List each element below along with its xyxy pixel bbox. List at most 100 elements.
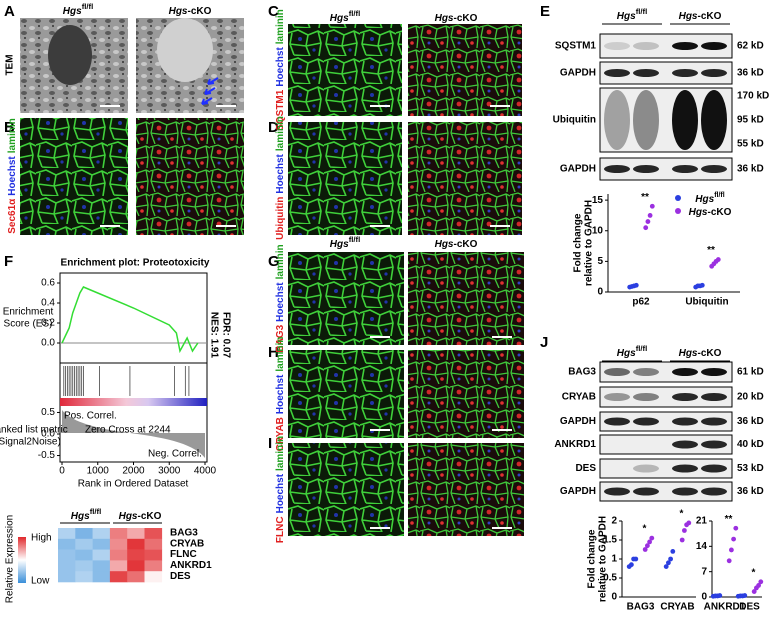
- band: [633, 90, 659, 150]
- micrograph: [288, 122, 402, 235]
- heat-cell: [58, 549, 76, 561]
- band: [604, 393, 630, 401]
- heat-cell: [127, 528, 145, 540]
- heat-cell: [144, 549, 163, 561]
- scale-high: High: [31, 533, 52, 544]
- micrograph: [288, 252, 404, 345]
- data-point: [666, 560, 671, 566]
- blot-label: CRYAB: [562, 392, 596, 403]
- data-point: [729, 547, 734, 553]
- neg-label: Neg. Correl.: [148, 449, 202, 460]
- gene-label: CRYAB: [170, 538, 204, 549]
- y-axis-label: Score (ES): [4, 319, 53, 330]
- x-tick-label: 4000: [194, 466, 217, 477]
- stain-name: Hoechst: [275, 473, 286, 513]
- x-tick-label: CRYAB: [660, 602, 694, 613]
- suffix: -cKO: [698, 348, 722, 359]
- band: [633, 69, 659, 77]
- band: [701, 393, 727, 401]
- blot-label: BAG3: [568, 367, 596, 378]
- blot-frame: [599, 411, 733, 432]
- blot-frame: [599, 458, 733, 479]
- stain-name: BAG3: [275, 324, 286, 352]
- arrow: [207, 77, 219, 85]
- mw-label: 95 kD: [737, 115, 764, 126]
- heat-cell: [58, 571, 76, 583]
- heat-cell: [75, 538, 93, 550]
- blot-frame: [599, 61, 733, 85]
- x-tick-label: DES: [739, 602, 760, 613]
- stain-name: Hoechst: [275, 282, 286, 322]
- heat-cell: [127, 560, 145, 572]
- y-tick-label: 0.5: [41, 407, 55, 418]
- genotype-label: Hgsfl/fl: [695, 192, 724, 205]
- micrograph: [288, 350, 404, 438]
- blot-label: DES: [575, 463, 596, 474]
- suffix: -cKO: [454, 13, 478, 24]
- gene-name: Hgs: [689, 207, 708, 218]
- band: [633, 487, 659, 496]
- panel-letter: D: [268, 119, 279, 136]
- heat-cell: [92, 560, 111, 572]
- gene-name: Hgs: [617, 11, 636, 22]
- blot-label: GAPDH: [560, 68, 596, 79]
- heat-cell: [58, 528, 76, 540]
- genotype-label: Hgs-cKO: [119, 511, 162, 522]
- heat-cell: [127, 571, 145, 583]
- gene-name: Hgs: [695, 194, 714, 205]
- mw-label: 61 kD: [737, 367, 764, 378]
- data-point: [645, 219, 651, 224]
- significance: *: [680, 509, 684, 520]
- data-point: [682, 528, 687, 533]
- heat-cell: [127, 538, 145, 550]
- mw-label: 20 kD: [737, 392, 764, 403]
- y-tick-label: 0.0: [41, 338, 55, 349]
- genotype-label: Hgsfl/fl: [71, 507, 101, 522]
- heat-cell: [75, 560, 93, 572]
- gene-name: Hgs: [435, 13, 454, 24]
- genotype-label: Hgs-cKO: [435, 13, 478, 24]
- metric-area: [62, 410, 205, 458]
- arrow: [201, 97, 213, 105]
- stain-label: BAG3 Hoechst laminin: [275, 244, 286, 352]
- x-tick-label: p62: [632, 297, 650, 308]
- heat-cell: [58, 560, 76, 572]
- stain-name: laminin: [275, 244, 286, 279]
- suffix: -cKO: [698, 11, 722, 22]
- superscript: fl/fl: [714, 192, 725, 199]
- genotype-label: Hgsfl/fl: [330, 235, 360, 250]
- data-point: [633, 556, 639, 562]
- x-tick-label: 3000: [158, 466, 181, 477]
- mw-label: 36 kD: [737, 68, 764, 79]
- blot-frame: [599, 361, 733, 383]
- band: [604, 90, 630, 150]
- micrograph: [408, 350, 524, 438]
- data-point: [717, 593, 723, 598]
- blot-frame: [599, 386, 733, 408]
- significance: **: [641, 192, 649, 203]
- significance: **: [707, 245, 715, 256]
- band: [672, 69, 698, 77]
- blot-frame: [599, 434, 733, 455]
- suffix: -cKO: [188, 6, 212, 17]
- band: [604, 487, 630, 496]
- stain-name: Hoechst: [275, 47, 286, 87]
- data-point: [742, 593, 748, 598]
- heat-cell: [109, 528, 128, 540]
- band: [701, 90, 727, 150]
- heat-cell: [75, 571, 93, 583]
- data-point: [649, 535, 655, 541]
- y-axis-label: relative to GAPDH: [598, 516, 609, 602]
- color-bar: [18, 537, 26, 583]
- genotype-label: Hgs-cKO: [679, 348, 722, 359]
- genotype-label: Hgs-cKO: [689, 207, 732, 218]
- band: [701, 440, 727, 449]
- x-axis-label: Rank in Ordered Dataset: [78, 479, 189, 490]
- band: [672, 368, 698, 376]
- panel-letter: I: [268, 435, 272, 452]
- genotype-label: Hgsfl/fl: [617, 7, 647, 22]
- data-point: [733, 525, 739, 531]
- genotype-label: Hgs-cKO: [169, 6, 212, 17]
- significance: *: [752, 567, 756, 578]
